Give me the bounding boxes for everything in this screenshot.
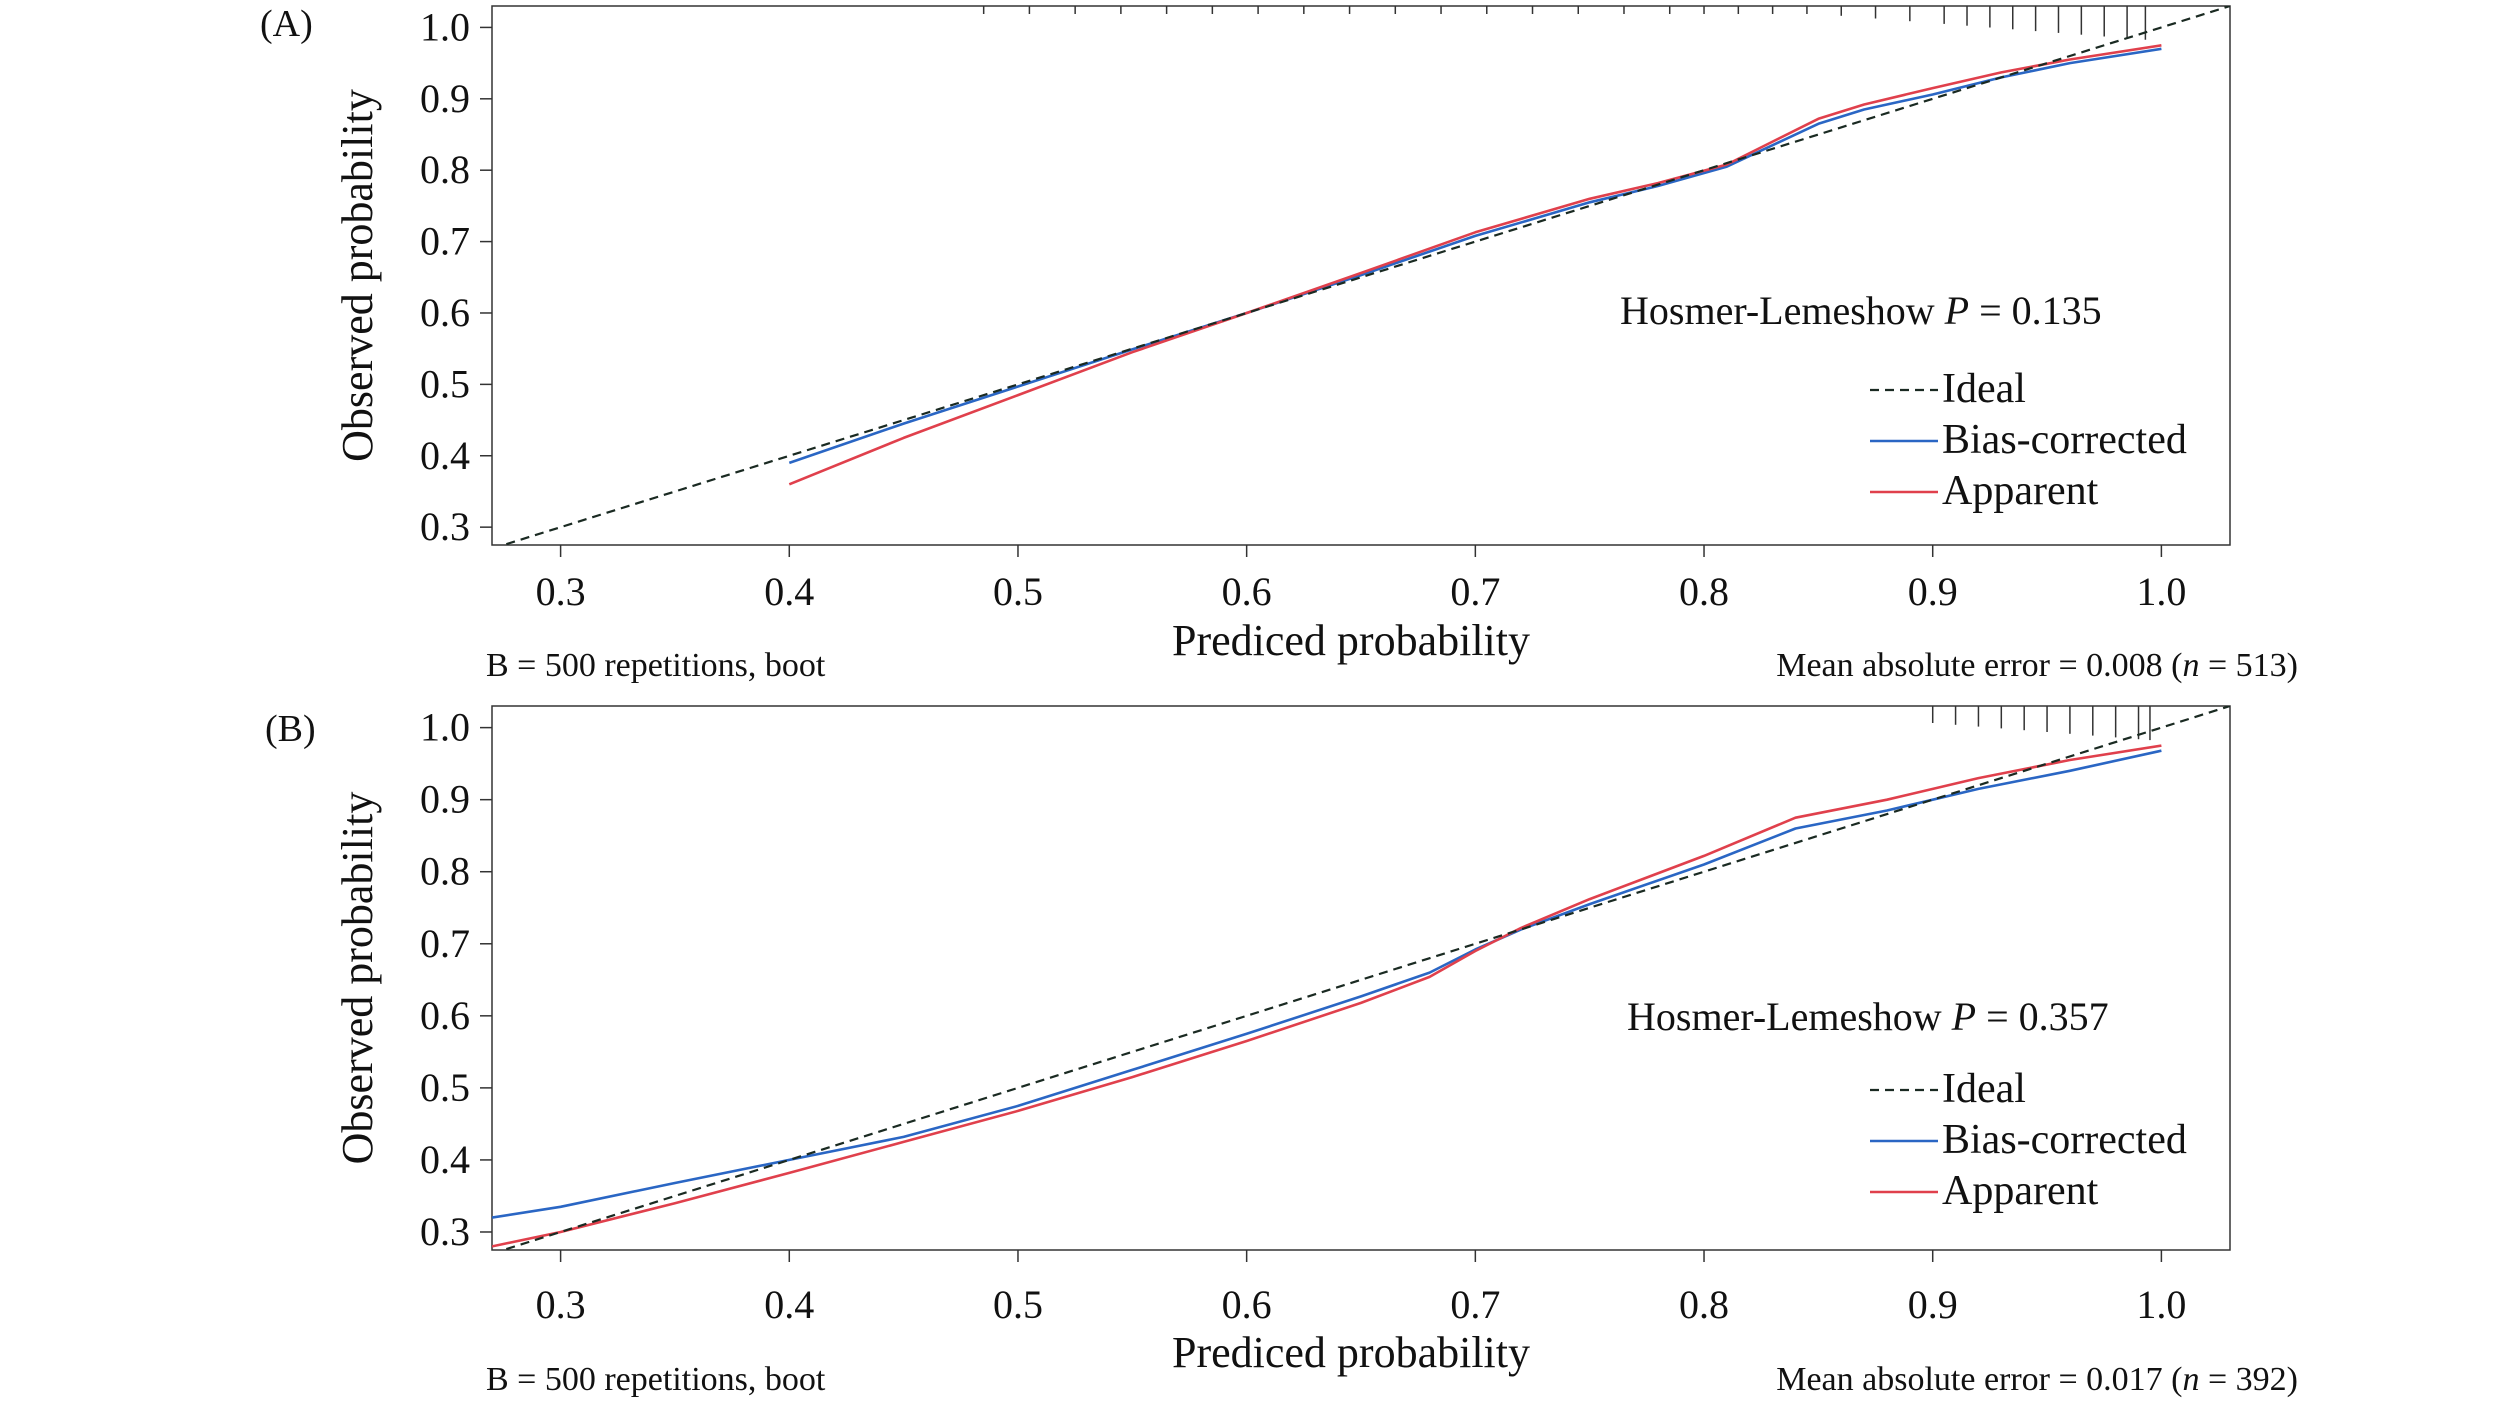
y-tick-label: 0.9	[420, 76, 470, 121]
y-tick-label: 0.4	[420, 433, 470, 478]
x-tick-label: 0.8	[1679, 569, 1729, 614]
x-axis-label: Prediced probability	[1172, 1328, 1530, 1377]
y-tick-label: 0.6	[420, 993, 470, 1038]
footer-right: Mean absolute error = 0.017 (n = 392)	[1776, 1361, 2298, 1398]
series-line-ideal	[499, 6, 2230, 545]
y-tick-label: 0.4	[420, 1137, 470, 1182]
legend-label: Bias-corrected	[1942, 1117, 2187, 1163]
footer-right: Mean absolute error = 0.008 (n = 513)	[1776, 647, 2298, 684]
series-line-ideal	[499, 706, 2230, 1250]
panel-a: (A) 0.3 0.4 0.5 0.6 0.7 0.8 0.9 1.0 0.3 0.4 0.5 0.6 0…	[260, 3, 2298, 684]
y-tick-label: 0.6	[420, 290, 470, 335]
panel-b: (B) 0.3 0.4 0.5 0.6 0.7 0.8 0.9 1.0 0.3 0.4 0.5 0.6 0…	[265, 705, 2298, 1398]
legend: Ideal Bias-corrected Apparent	[1870, 366, 2187, 514]
x-tick-label: 1.0	[2136, 1282, 2186, 1327]
y-tick-label: 0.3	[420, 1209, 470, 1254]
rug	[1931, 706, 2151, 741]
legend-label: Ideal	[1942, 1066, 2026, 1112]
legend: Ideal Bias-corrected Apparent	[1870, 1066, 2187, 1214]
x-tick-label: 0.4	[764, 1282, 814, 1327]
y-tick-label: 0.5	[420, 361, 470, 406]
series-group	[492, 706, 2230, 1250]
hosmer-lemeshow-annotation: Hosmer-Lemeshow P = 0.135	[1620, 288, 2102, 333]
x-tick-label: 0.5	[993, 569, 1043, 614]
plot-frame	[491, 705, 2231, 1251]
y-axis-label: Observed probability	[333, 89, 382, 462]
y-tick-label: 1.0	[420, 705, 470, 750]
x-tick-label: 0.3	[536, 569, 586, 614]
legend-label: Bias-corrected	[1942, 417, 2187, 463]
series-line-apparent	[492, 744, 2162, 1248]
panel-label: (A)	[260, 3, 313, 45]
series-line-bias-corrected	[788, 47, 2162, 465]
y-tick-label: 0.5	[420, 1065, 470, 1110]
x-tick-label: 0.9	[1908, 1282, 1958, 1327]
y-tick-label: 0.8	[420, 849, 470, 894]
y-tick-label: 0.8	[420, 147, 470, 192]
series-line-apparent	[788, 44, 2162, 486]
hosmer-lemeshow-annotation: Hosmer-Lemeshow P = 0.357	[1627, 994, 2109, 1039]
y-tick-label: 0.3	[420, 504, 470, 549]
rug	[982, 6, 2147, 40]
x-tick-label: 0.6	[1222, 569, 1272, 614]
series-group	[499, 6, 2230, 545]
x-tick-label: 0.7	[1450, 569, 1500, 614]
x-tick-label: 1.0	[2136, 569, 2186, 614]
legend-label: Apparent	[1942, 468, 2099, 514]
y-tick-label: 1.0	[420, 4, 470, 49]
footer-left: B = 500 repetitions, boot	[486, 647, 826, 684]
y-tick-label: 0.7	[420, 921, 470, 966]
x-axis-label: Prediced probability	[1172, 616, 1530, 665]
plot-frame	[491, 5, 2231, 546]
legend-label: Ideal	[1942, 366, 2026, 412]
y-axis-label: Observed probability	[333, 792, 382, 1165]
legend-label: Apparent	[1942, 1168, 2099, 1214]
y-tick-label: 0.9	[420, 777, 470, 822]
y-tick-label: 0.7	[420, 219, 470, 264]
x-tick-label: 0.7	[1450, 1282, 1500, 1327]
x-tick-label: 0.9	[1908, 569, 1958, 614]
x-tick-label: 0.4	[764, 569, 814, 614]
series-line-bias-corrected	[492, 749, 2162, 1219]
x-tick-label: 0.5	[993, 1282, 1043, 1327]
x-tick-label: 0.6	[1222, 1282, 1272, 1327]
x-tick-label: 0.8	[1679, 1282, 1729, 1327]
panel-label: (B)	[265, 708, 316, 750]
footer-left: B = 500 repetitions, boot	[486, 1361, 826, 1398]
x-tick-label: 0.3	[536, 1282, 586, 1327]
